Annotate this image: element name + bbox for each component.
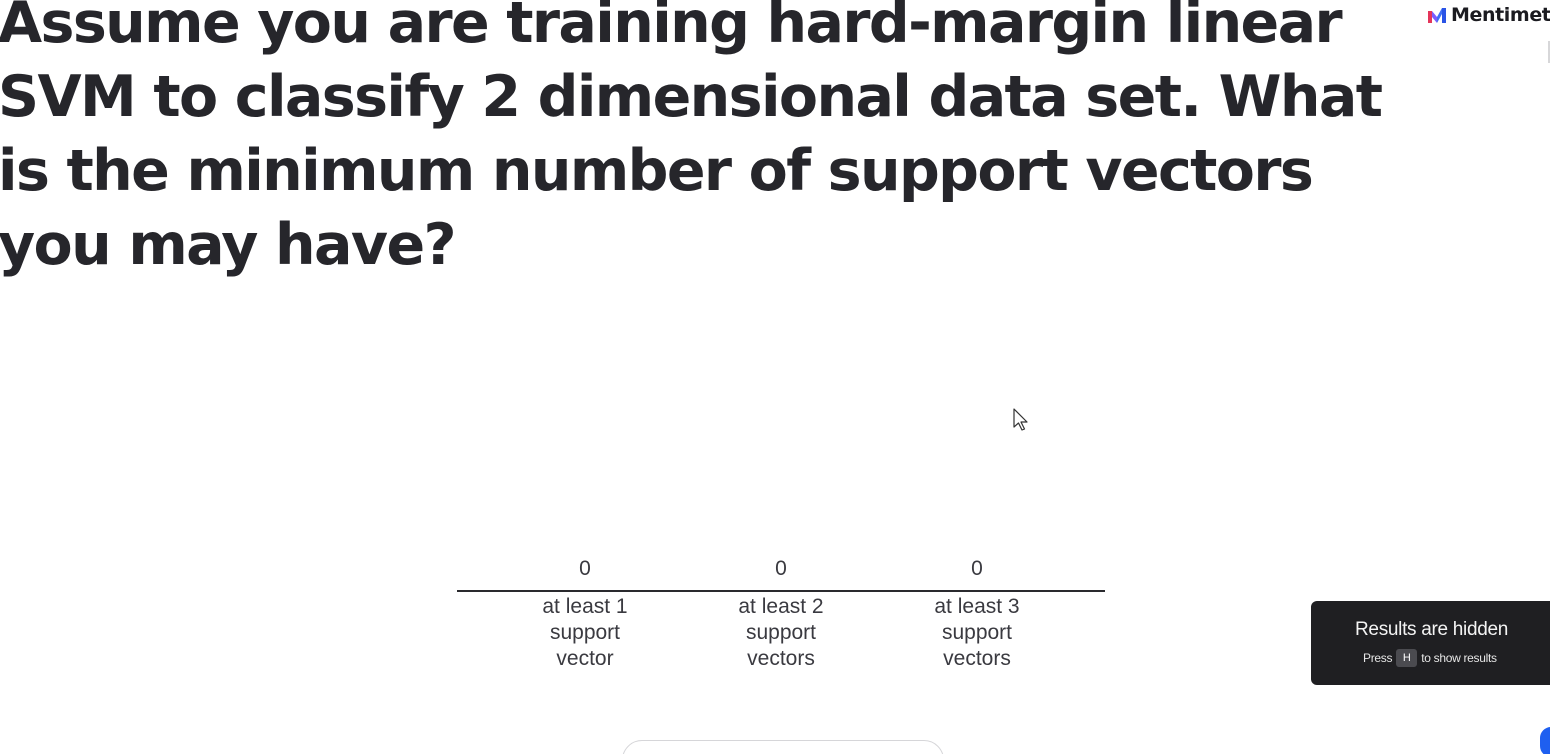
brand-name: Mentimete <box>1451 4 1550 26</box>
brand-logo-link[interactable]: Mentimete <box>1428 4 1550 26</box>
chart-baseline <box>457 590 1105 592</box>
bar-category-label: at least 3 support vectors <box>934 595 1020 670</box>
results-hint: Press H to show results <box>1363 649 1497 667</box>
results-hint-suffix: to show results <box>1421 651 1497 665</box>
chart-column: 0 at least 3 support vectors <box>879 555 1075 672</box>
results-hidden-panel: Results are hidden Press H to show resul… <box>1311 601 1550 685</box>
chart-column: 0 at least 2 support vectors <box>683 555 879 672</box>
bar-value-label: 0 <box>775 557 787 580</box>
results-hidden-title: Results are hidden <box>1355 619 1509 640</box>
bar-value-label: 0 <box>579 557 591 580</box>
slide-question: Assume you are training hard-margin line… <box>0 0 1383 278</box>
window-edge-divider <box>1548 41 1550 63</box>
bar-category-label: at least 2 support vectors <box>738 595 824 670</box>
bar-category-label: at least 1 support vector <box>542 595 628 670</box>
mouse-pointer-icon <box>1013 408 1028 431</box>
presenter-toolbar[interactable] <box>622 740 944 754</box>
results-bar-chart: 0 at least 1 support vector 0 at least 2 su… <box>457 555 1105 685</box>
show-results-key[interactable]: H <box>1396 649 1418 667</box>
results-hint-prefix: Press <box>1363 651 1393 665</box>
mentimeter-logo-icon <box>1428 8 1446 23</box>
bar-value-label: 0 <box>971 557 983 580</box>
help-chat-icon[interactable] <box>1540 727 1550 754</box>
chart-column: 0 at least 1 support vector <box>487 555 683 672</box>
